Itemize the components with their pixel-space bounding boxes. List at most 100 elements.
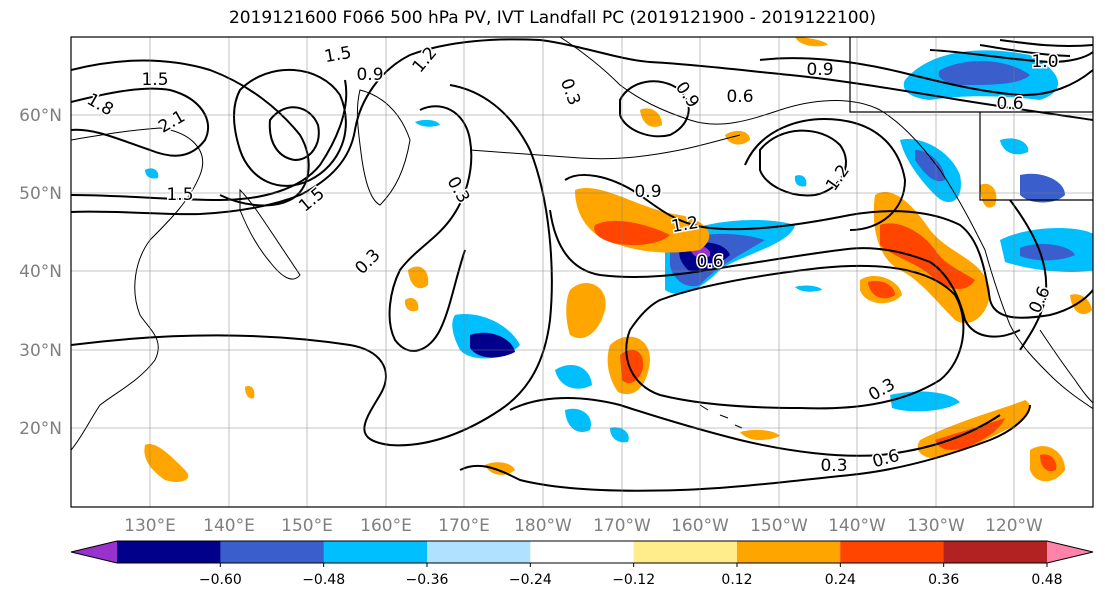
contour-north-1 — [539, 39, 1093, 121]
colorbar-segment — [427, 541, 531, 563]
coast-baja — [1039, 329, 1093, 404]
colorbar-segment — [840, 541, 945, 563]
contour-label: 0.6 — [996, 94, 1023, 114]
positive-shading — [144, 37, 1092, 482]
colorbar-ticks: −0.60 −0.48 −0.36 −0.24 −0.12 0.12 0.24 0.36 0.4… — [199, 563, 1063, 588]
contour-label: 0.6 — [726, 87, 753, 107]
contour-north-2 — [759, 57, 1093, 97]
shade-misc-orange4 — [795, 37, 828, 47]
coast-asia — [71, 127, 204, 451]
contour-gulf — [759, 129, 847, 197]
shade-canada-blue — [1020, 173, 1065, 203]
contour-big-trough — [71, 84, 553, 447]
contour-label: 0.9 — [634, 182, 661, 202]
contour-south-1 — [509, 397, 1001, 457]
contour-label: 0.6 — [696, 252, 723, 272]
colorbar-tick-label: 0.24 — [825, 572, 856, 588]
contour-label: 1.0 — [1031, 52, 1058, 72]
colorbar-segment — [633, 541, 738, 563]
contour-pac-loop — [625, 264, 965, 410]
contour-label: 0.3 — [351, 245, 384, 278]
colorbar-tick-label: 0.48 — [1031, 572, 1062, 588]
contour-east-mid — [1009, 199, 1048, 351]
contour-jet-1 — [564, 174, 1093, 319]
longitude-labels: 130°E 140°E 150°E 160°E 170°E 180°W 170°W 160°W… — [124, 516, 1043, 536]
longitude-label: 140°W — [828, 516, 886, 536]
shade-south-blue2 — [565, 408, 591, 432]
longitude-label: 170°E — [438, 516, 490, 536]
colorbar-tick-label: −0.36 — [406, 572, 449, 588]
contour-label: 1.5 — [141, 70, 168, 90]
shade-coast-darkblue — [915, 150, 945, 182]
contour-north-3 — [929, 49, 1093, 64]
shade-midwest-darkblue — [470, 332, 515, 358]
colorbar-tick-label: −0.12 — [612, 572, 655, 588]
coast-aleutians — [469, 134, 741, 160]
contour-south-2 — [459, 404, 1031, 492]
colorbar-segment — [737, 541, 841, 563]
colorbar-tick-label: 0.12 — [721, 572, 752, 588]
colorbar-segment — [323, 541, 428, 563]
coast-hawaii — [699, 404, 743, 429]
contour-label: 0.9 — [671, 78, 703, 112]
shade-misc-orange3 — [725, 130, 750, 145]
coast-namerica — [984, 249, 1093, 410]
shade-misc-orange1 — [485, 462, 515, 475]
contour-label: 1.5 — [323, 43, 353, 67]
shade-misc-blue4 — [795, 285, 822, 292]
colorbar-tick-label: −0.60 — [199, 572, 242, 588]
latitude-label: 50°N — [19, 184, 62, 204]
colorbar-segment — [530, 541, 635, 563]
plot-title: 2019121600 F066 500 hPa PV, IVT Landfall… — [228, 8, 876, 28]
longitude-label: 160°E — [360, 516, 412, 536]
contour-label: 1.2 — [822, 161, 854, 195]
shade-jp-orange — [408, 266, 429, 289]
shade-misc-blue5 — [794, 175, 807, 187]
longitude-label: 150°W — [750, 516, 808, 536]
map-frame — [70, 36, 1094, 508]
coast-kamchatka — [356, 89, 411, 206]
contour-label: 0.3 — [556, 76, 584, 108]
longitude-label: 130°W — [907, 516, 965, 536]
colorbar-segment — [117, 541, 221, 563]
shade-jp-orange2 — [404, 298, 419, 312]
latitude-label: 20°N — [19, 419, 62, 439]
contour-bering — [619, 80, 690, 138]
coastlines — [71, 37, 1093, 451]
shade-misc-orange6 — [1070, 294, 1092, 315]
contour-label: 0.6 — [1025, 284, 1055, 317]
contour-label: 2.1 — [155, 107, 188, 138]
colorbar-outline — [70, 540, 1094, 564]
colorbar-segment — [943, 541, 1048, 563]
shade-misc-blue2 — [145, 168, 159, 179]
coast-japan — [239, 188, 301, 280]
shade-mid-red2 — [620, 349, 644, 384]
shade-south-blue1 — [555, 365, 592, 389]
shade-misc-orange5 — [640, 108, 662, 127]
pv-contours — [71, 38, 1093, 492]
shade-coast-red — [880, 223, 975, 290]
colorbar-tick-label: 0.36 — [928, 572, 959, 588]
contour-loop-1 — [233, 69, 347, 187]
colorbar-tick-label: −0.48 — [302, 572, 345, 588]
shade-pacnw-darkblue — [938, 60, 1030, 85]
contour-label: 0.9 — [356, 65, 383, 85]
contour-west-4 — [71, 79, 348, 202]
contour-pacific-1 — [388, 105, 473, 352]
shade-misc-blue3 — [415, 119, 440, 127]
contour-label: 1.8 — [83, 90, 116, 121]
latitude-label: 40°N — [19, 262, 62, 282]
latitude-label: 30°N — [19, 341, 62, 361]
contour-west-2 — [71, 59, 310, 207]
shade-misc-orange7 — [245, 386, 255, 399]
shade-se-red — [1040, 454, 1057, 472]
shade-mid-orange1 — [566, 282, 606, 339]
latitude-labels: 60°N 50°N 40°N 30°N 20°N — [19, 106, 62, 439]
shade-east-darkblue — [1020, 244, 1075, 261]
contour-jet-2 — [549, 209, 1021, 338]
shade-nw-orange — [144, 444, 189, 482]
shade-coast-red3 — [868, 280, 895, 299]
longitude-label: 160°W — [671, 516, 729, 536]
shade-sub-blue — [890, 391, 960, 412]
